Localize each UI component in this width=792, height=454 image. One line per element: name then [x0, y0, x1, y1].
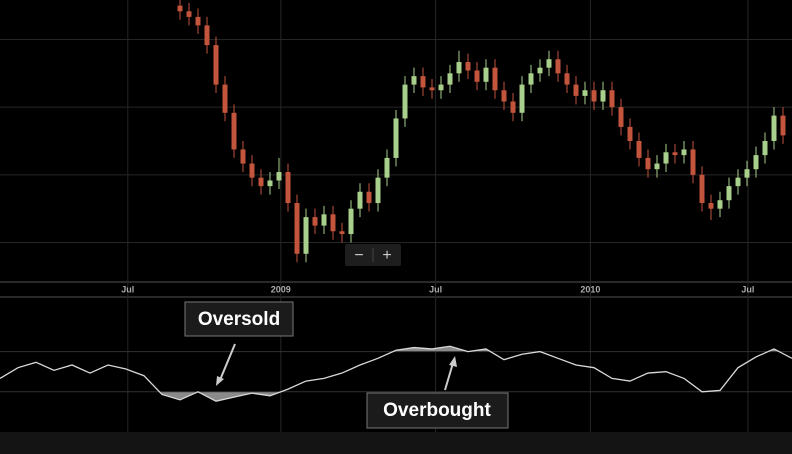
candle-body	[555, 59, 561, 74]
annotation-box	[184, 301, 294, 337]
candle-body	[636, 141, 642, 158]
candle-body	[510, 101, 516, 113]
candle-body	[609, 90, 615, 108]
candle-body	[663, 152, 669, 164]
candle-body	[312, 217, 318, 226]
candle-body	[402, 84, 408, 119]
candle-body	[699, 174, 705, 204]
annotation-box	[366, 392, 509, 429]
candle-body	[564, 73, 570, 85]
candle-body	[753, 155, 759, 170]
candle-body	[717, 200, 723, 209]
candle-body	[204, 25, 210, 46]
candle-body	[537, 67, 543, 74]
zoom-out[interactable]: −	[354, 247, 363, 264]
candle-body	[267, 180, 273, 187]
candle-body	[672, 152, 678, 156]
overbought-shade	[393, 346, 780, 352]
candle-body	[186, 11, 192, 17]
candle-body	[321, 214, 327, 226]
candle-body	[294, 203, 300, 254]
candle-body	[438, 84, 444, 91]
oscillator-line	[0, 345, 792, 402]
candle-body	[222, 84, 228, 113]
oscillator	[0, 345, 792, 402]
x-tick-label: 2009	[271, 284, 291, 294]
candle-body	[285, 172, 291, 204]
candle-body	[528, 73, 534, 85]
x-tick-label: Jul	[121, 284, 134, 294]
candle-body	[258, 177, 264, 187]
candle-body	[375, 177, 381, 204]
candle-body	[546, 59, 552, 68]
arrow-head	[449, 356, 457, 367]
candle-body	[582, 90, 588, 96]
candle-body	[213, 45, 219, 85]
candle-body	[303, 217, 309, 254]
candle-body	[573, 84, 579, 96]
x-tick-label: Jul	[429, 284, 442, 294]
annotation: Oversold	[198, 309, 280, 330]
candle-body	[771, 115, 777, 141]
candle-body	[627, 126, 633, 141]
candle-body	[366, 191, 372, 204]
candle-body	[177, 5, 183, 12]
candle-body	[330, 214, 336, 232]
candle-body	[456, 62, 462, 74]
candle-body	[249, 163, 255, 178]
candle-body	[618, 107, 624, 127]
candle-body	[240, 149, 246, 164]
candle-body	[492, 67, 498, 91]
candle-body	[780, 115, 786, 136]
candle-body	[276, 172, 282, 181]
candle-body	[654, 163, 660, 170]
candle-body	[231, 112, 237, 150]
candle-body	[735, 177, 741, 187]
candle-body	[420, 76, 426, 88]
candle-body	[357, 191, 363, 209]
candle-body	[600, 90, 606, 102]
candle-body	[384, 157, 390, 178]
zoom-in[interactable]: +	[382, 247, 391, 264]
candle-body	[708, 203, 714, 209]
candle-body	[591, 90, 597, 102]
candle-body	[483, 67, 489, 82]
candle-body	[348, 208, 354, 235]
candle-body	[447, 73, 453, 85]
arrow	[444, 362, 454, 391]
annotation: Overbought	[383, 400, 491, 421]
candle-body	[690, 149, 696, 175]
candle-body	[411, 76, 417, 85]
candle-body	[744, 169, 750, 178]
candle-body	[195, 16, 201, 26]
arrow	[219, 343, 236, 381]
x-tick-label: 2010	[580, 284, 600, 294]
arrow-head	[216, 376, 224, 386]
candle-body	[474, 70, 480, 82]
candle-body	[726, 186, 732, 201]
candle-body	[519, 84, 525, 113]
candle-body	[465, 62, 471, 71]
candle-body	[762, 141, 768, 156]
candle-body	[339, 231, 345, 235]
candle-body	[681, 149, 687, 156]
footer-strip	[0, 432, 792, 454]
x-tick-label: Jul	[741, 284, 754, 294]
candle-body	[429, 87, 435, 91]
candle-body	[501, 90, 507, 102]
candle-body	[393, 118, 399, 158]
candle-body	[645, 157, 651, 170]
